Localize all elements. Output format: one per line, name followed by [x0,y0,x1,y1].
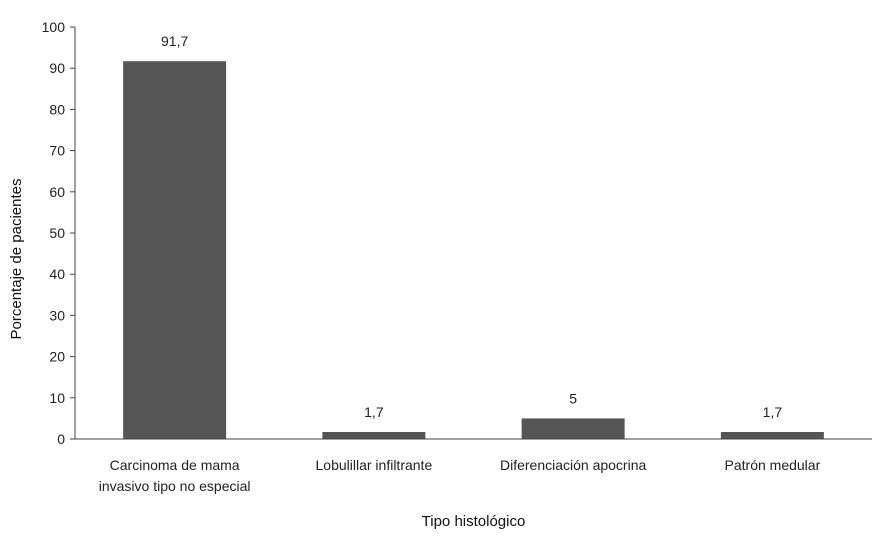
x-axis-title: Tipo histológico [422,513,526,530]
y-tick-label: 30 [49,307,65,323]
y-tick-label: 20 [49,349,65,365]
y-tick-label: 90 [49,60,65,76]
y-tick-label: 10 [49,390,65,406]
bar [123,61,227,440]
y-tick-label: 60 [49,184,65,200]
y-tick-label: 70 [49,143,65,159]
y-axis-ticks: 0 10 20 30 40 50 60 70 80 90 100 [42,19,75,447]
y-tick-label: 80 [49,101,65,117]
x-axis-tick-labels: Carcinoma de mama invasivo tipo no especi… [99,457,821,494]
x-tick-label: Lobulillar infiltrante [316,457,433,473]
bar [720,431,824,439]
y-tick-label: 50 [49,225,65,241]
x-tick-label: Patrón medular [725,457,821,473]
y-tick-label: 40 [49,266,65,282]
x-tick-label: Diferenciación apocrina [500,457,647,473]
bar [521,418,625,439]
bar-value-label: 1,7 [763,404,783,420]
x-tick-label: Carcinoma de mama invasivo tipo no especi… [99,457,251,494]
bar-value-label: 5 [569,390,577,406]
y-axis-title: Porcentaje de pacientes [8,179,25,340]
y-tick-label: 0 [57,431,65,447]
bar-value-label: 1,7 [364,404,384,420]
data-labels: 91,7 1,7 5 1,7 [161,33,782,420]
bars [123,61,824,440]
bar [322,431,426,439]
bar-value-label: 91,7 [161,33,188,49]
y-tick-label: 100 [42,19,66,35]
